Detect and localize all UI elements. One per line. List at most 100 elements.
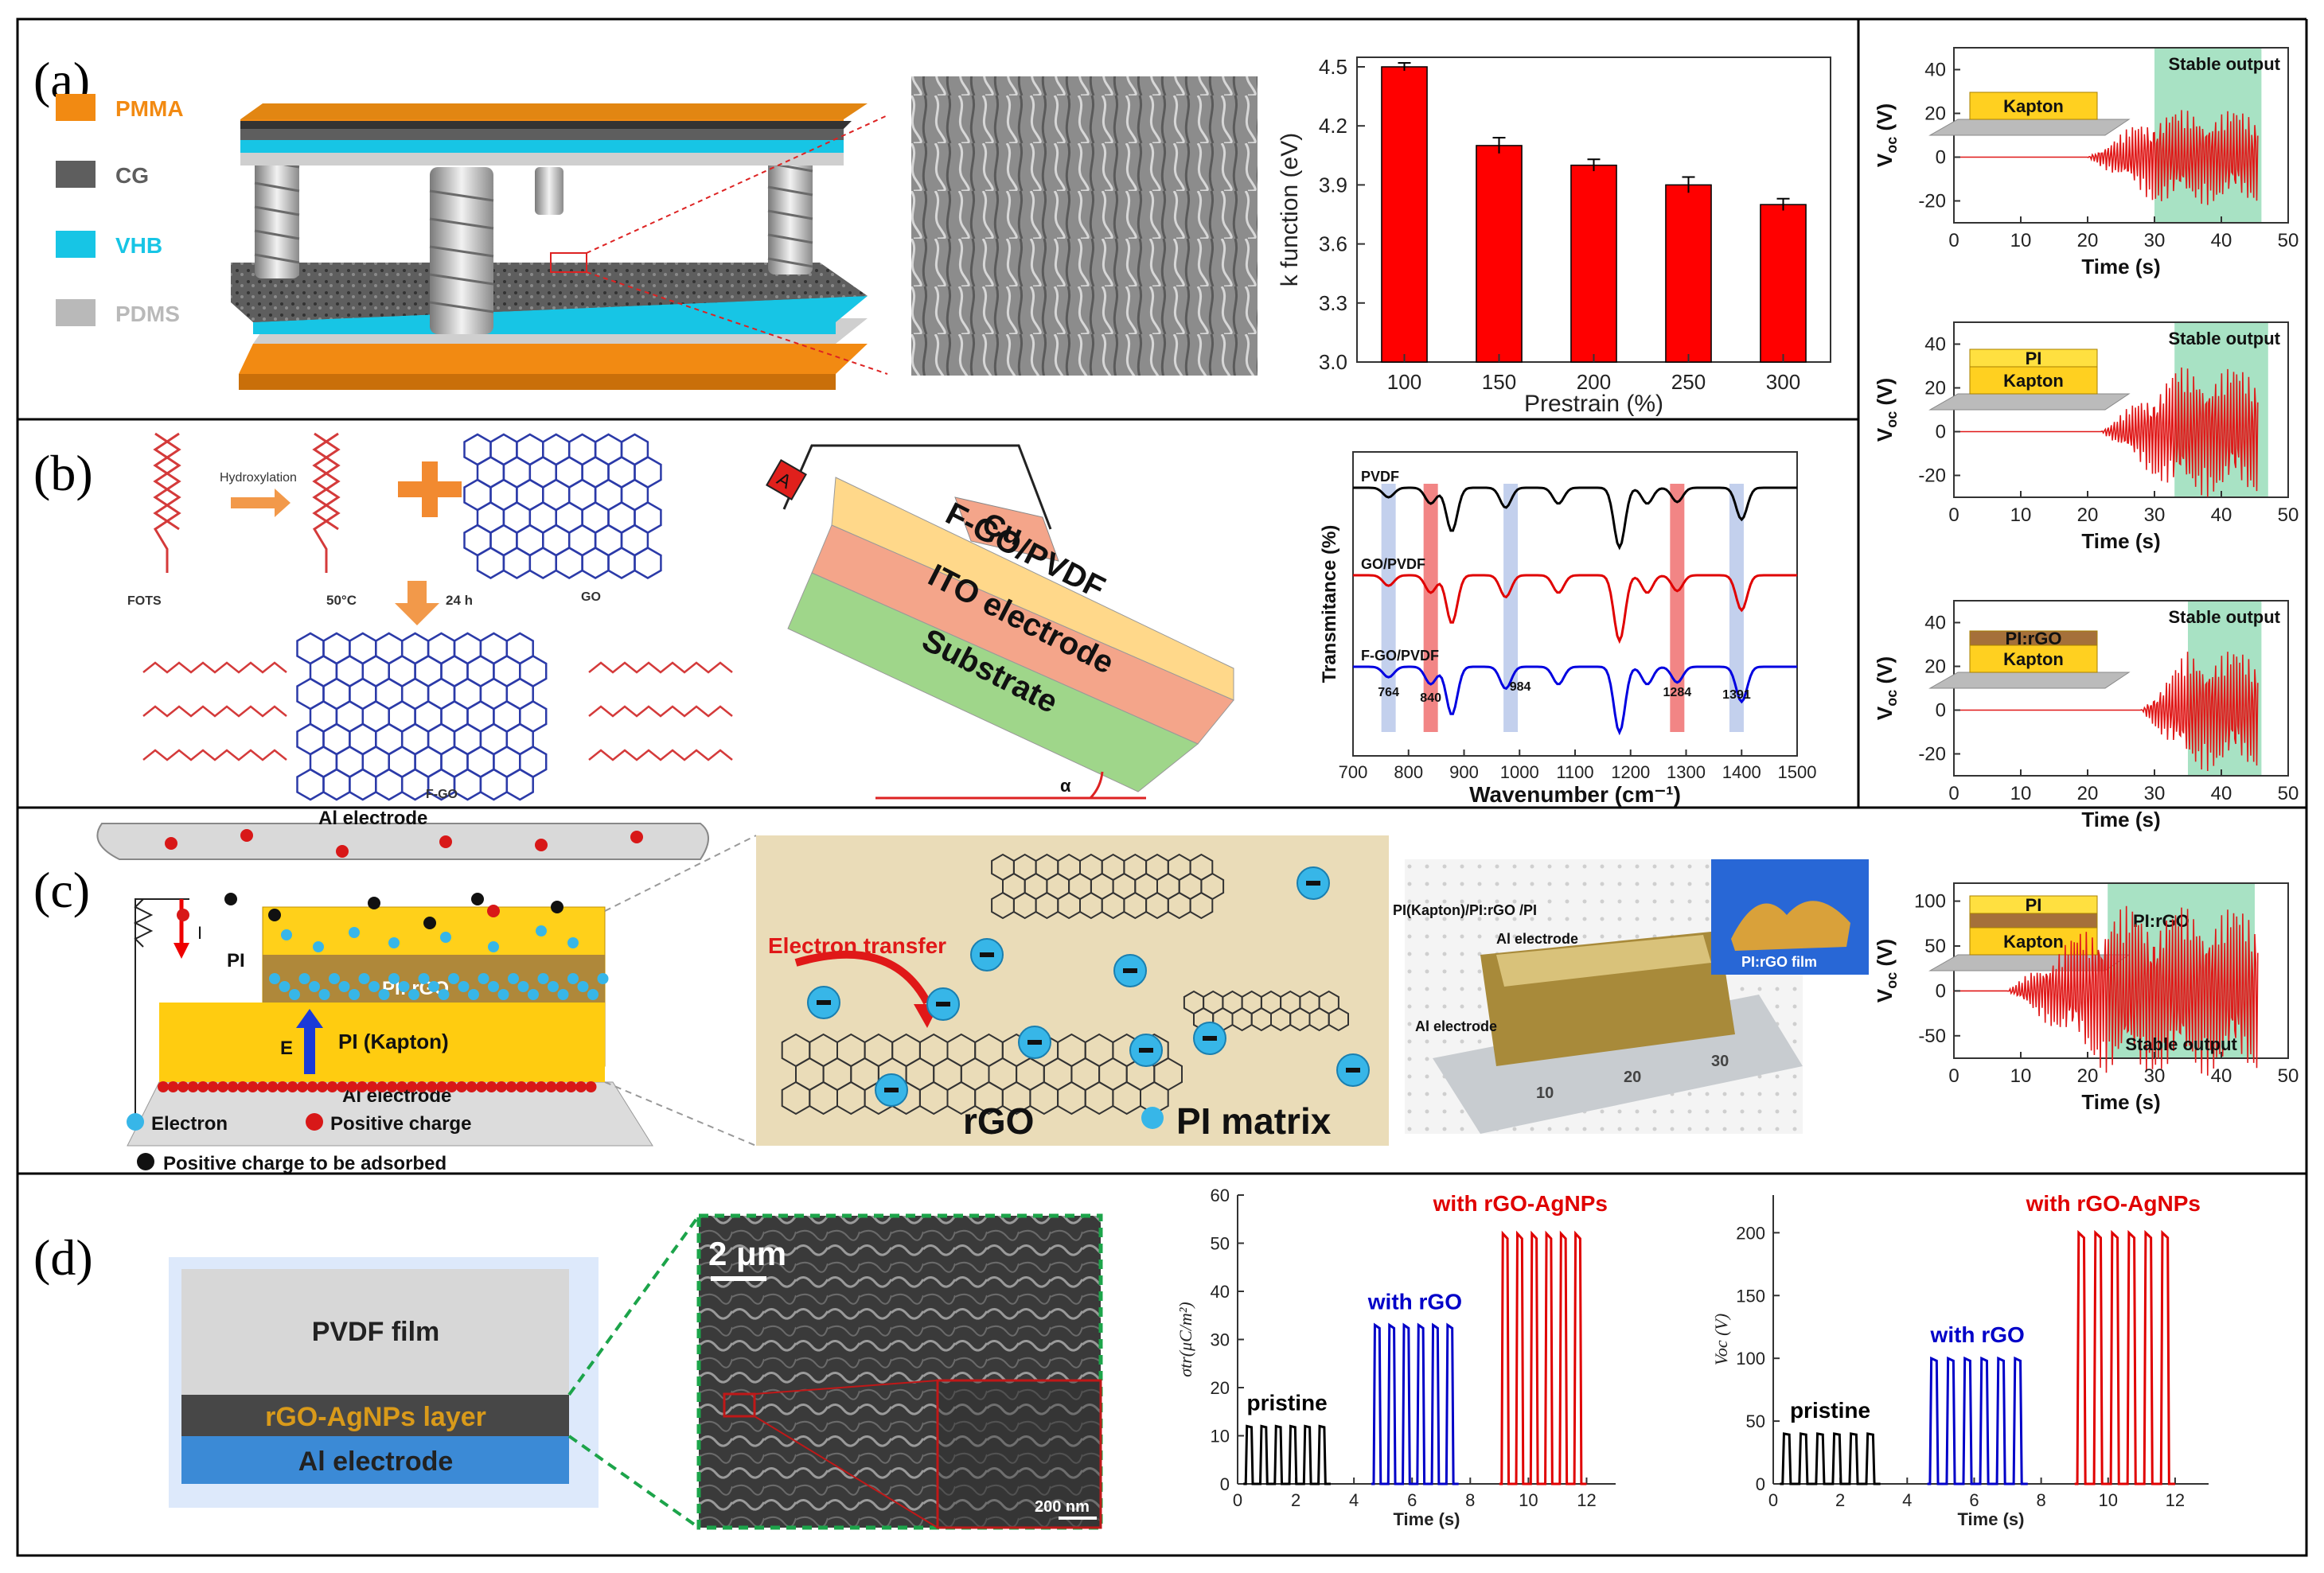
- positive-dot: [545, 1081, 557, 1092]
- panel-c-letter: (c): [33, 862, 90, 918]
- x-tick-label: 150: [1482, 370, 1516, 394]
- voc-signal: [1954, 110, 2259, 205]
- electron-dot: [408, 989, 419, 1000]
- y-axis-label: σtr(μC/m²): [1176, 1302, 1195, 1377]
- film-label: PI:rGO film: [1741, 954, 1817, 970]
- hexagon: [1189, 891, 1214, 920]
- electron-dot: [548, 981, 559, 992]
- positive-dot: [406, 1081, 418, 1092]
- voc-signal: [1953, 905, 2259, 1076]
- bar-100: [1381, 66, 1428, 363]
- series-label-0: pristine: [1247, 1390, 1328, 1415]
- minus-sign: [1123, 968, 1137, 973]
- positive-dot: [177, 909, 189, 921]
- electron-dot: [398, 981, 410, 992]
- x-tick-label: 8: [1465, 1490, 1475, 1510]
- minus-sign: [980, 952, 994, 957]
- pi-label: PI: [227, 950, 245, 971]
- band-984: [1503, 484, 1519, 732]
- x-tick-label: 900: [1449, 762, 1479, 782]
- x-tick-label: 1500: [1778, 762, 1817, 782]
- bar-300: [1760, 204, 1807, 363]
- voc-signal: [1954, 367, 2259, 497]
- teng-3d-schematic: [231, 103, 888, 390]
- hexagon: [555, 547, 583, 579]
- hexagon: [479, 768, 509, 801]
- x-tick-label: 10: [2010, 1065, 2032, 1087]
- positive-dot: [476, 1081, 487, 1092]
- electron-dot: [448, 973, 459, 984]
- layer-label: Kapton: [2003, 649, 2064, 669]
- x-tick-label: 10: [2010, 230, 2032, 251]
- x-tick-label: 20: [2077, 230, 2099, 251]
- hexagon: [1328, 1006, 1349, 1032]
- positive-dot: [237, 1081, 248, 1092]
- fgo-label: F-GO: [426, 788, 458, 801]
- y-axis-unit: (V): [1873, 939, 1897, 972]
- positive-dot: [227, 1081, 239, 1092]
- work-function-chart: 3.0 3.3 3.6 3.9 4.2 4.5 100 150 200 250 300 Prestra…: [1277, 55, 1831, 417]
- electron-dot: [508, 973, 519, 984]
- series-label-1: with rGO: [1367, 1289, 1462, 1314]
- series-0: [1243, 1424, 1331, 1485]
- y-tick-label: -20: [1918, 191, 1946, 212]
- y-axis-sub: oc: [1884, 690, 1900, 707]
- time-label: 24 h: [446, 593, 473, 608]
- x-tick-label: 200: [1577, 370, 1611, 394]
- hexagon: [581, 547, 610, 579]
- x-tick-label: 6: [1407, 1490, 1417, 1510]
- legend-electron: Electron: [151, 1113, 228, 1135]
- x-tick-label: 0: [1948, 1065, 1959, 1087]
- scale-bar-200nm-label: 200 nm: [1035, 1498, 1090, 1516]
- substrate-icon: [1928, 119, 2131, 136]
- fluoro-chains-icon: [142, 661, 733, 761]
- sem-cross-section: 2 μm 200 nm: [696, 1213, 1103, 1530]
- y-axis-label: Voc (V): [1873, 103, 1900, 167]
- electron-dot: [269, 973, 280, 984]
- device-photo: 10 20 30 PI(Kapton)/PI:rGO /PI Al electr…: [1393, 859, 1869, 1134]
- y-tick-label: 0: [1220, 1474, 1230, 1494]
- series-2: [1499, 1230, 1587, 1485]
- y-tick-label: 3.6: [1319, 232, 1347, 256]
- x-tick-label: 30: [2144, 1065, 2166, 1087]
- electron-dot: [478, 973, 489, 984]
- positive-dot: [326, 1081, 338, 1092]
- scale-bar-2um-label: 2 μm: [708, 1235, 786, 1272]
- minus-sign: [1306, 881, 1320, 886]
- positive-dot: [396, 1081, 407, 1092]
- hexagon: [296, 768, 325, 801]
- layer-label: Kapton: [2003, 371, 2064, 391]
- y-tick-label: 10: [1211, 1427, 1230, 1446]
- y-axis-main: V: [1873, 427, 1897, 442]
- y-axis-unit: (V): [1873, 378, 1897, 411]
- ruler-tick-30: 30: [1711, 1053, 1729, 1070]
- positive-dot: [297, 1081, 308, 1092]
- reaction-arrow-down-icon: [395, 581, 439, 625]
- pvdf-film-label: PVDF film: [312, 1317, 440, 1347]
- x-tick-label: 2: [1291, 1490, 1300, 1510]
- electron-dot: [458, 981, 470, 992]
- x-tick-label: 1000: [1500, 762, 1539, 782]
- x-tick-label: 50: [2278, 1065, 2299, 1087]
- y-axis-label: Voc (V): [1873, 656, 1900, 720]
- panel-b-letter: (b): [33, 445, 93, 501]
- x-tick-label: 100: [1387, 370, 1421, 394]
- y-axis-label: Voc (V): [1873, 939, 1900, 1003]
- x-tick-label: 10: [1519, 1490, 1538, 1510]
- electron-dot: [597, 973, 609, 984]
- positive-dot: [277, 1081, 288, 1092]
- electron-dot: [488, 981, 499, 992]
- y-tick-label: 0: [1936, 700, 1946, 722]
- go-hexagon-lattice-icon: [463, 433, 662, 579]
- x-tick-label: 12: [1577, 1490, 1596, 1510]
- x-tick-label: 0: [1948, 504, 1959, 526]
- y-tick-label: 0: [1936, 422, 1946, 443]
- y-tick-label: 0: [1936, 980, 1946, 1002]
- layer-Kapton: [1969, 366, 2098, 395]
- x-tick-label: 10: [2010, 504, 2032, 526]
- electron-dot: [567, 937, 579, 948]
- x-tick-label: 20: [2077, 783, 2099, 804]
- positive-dot: [336, 845, 349, 858]
- electron-dot: [418, 973, 430, 984]
